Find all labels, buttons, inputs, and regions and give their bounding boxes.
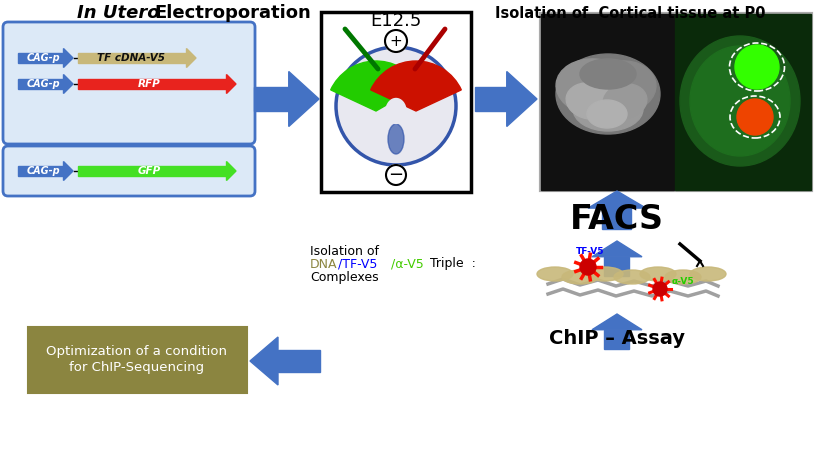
Bar <box>540 13 812 191</box>
Bar <box>602 208 632 229</box>
Polygon shape <box>64 161 73 181</box>
Ellipse shape <box>690 46 790 156</box>
Polygon shape <box>507 71 537 127</box>
Polygon shape <box>592 241 642 257</box>
Bar <box>605 330 630 349</box>
Polygon shape <box>64 48 73 68</box>
Text: −: − <box>388 166 404 184</box>
Polygon shape <box>226 161 236 181</box>
Circle shape <box>386 165 406 185</box>
Ellipse shape <box>665 270 701 284</box>
Ellipse shape <box>588 61 656 113</box>
Text: Isolation of: Isolation of <box>310 244 379 257</box>
Ellipse shape <box>562 270 598 284</box>
Circle shape <box>737 99 773 135</box>
Ellipse shape <box>388 124 404 154</box>
Ellipse shape <box>640 267 676 281</box>
Bar <box>475 87 507 111</box>
Text: DNA: DNA <box>310 257 337 271</box>
Bar <box>78 53 186 63</box>
Ellipse shape <box>336 47 456 165</box>
Ellipse shape <box>386 98 406 123</box>
Text: α-V5: α-V5 <box>672 277 694 286</box>
Bar <box>540 13 812 191</box>
Polygon shape <box>588 191 646 208</box>
Ellipse shape <box>580 59 636 89</box>
Bar <box>541 14 674 190</box>
Bar <box>78 79 226 89</box>
Polygon shape <box>64 75 73 93</box>
Ellipse shape <box>556 54 660 134</box>
Ellipse shape <box>587 100 627 128</box>
Circle shape <box>735 45 779 89</box>
Text: FACS: FACS <box>570 203 664 235</box>
Text: In Utero: In Utero <box>77 4 159 22</box>
FancyBboxPatch shape <box>28 327 247 393</box>
Text: for ChIP-Sequencing: for ChIP-Sequencing <box>69 362 204 375</box>
Text: CAG-p: CAG-p <box>26 166 60 176</box>
Ellipse shape <box>680 36 800 166</box>
Text: Complexes: Complexes <box>310 271 378 283</box>
Polygon shape <box>250 337 278 385</box>
FancyBboxPatch shape <box>321 12 471 192</box>
Text: RFP: RFP <box>138 79 160 89</box>
Bar <box>18 166 64 176</box>
Text: /α-V5: /α-V5 <box>391 257 424 271</box>
Circle shape <box>385 30 407 52</box>
Text: CAG-p: CAG-p <box>26 53 60 63</box>
Bar <box>254 87 288 111</box>
Text: TF-V5: TF-V5 <box>576 247 605 256</box>
Text: Isolation of  Cortical tissue at P0: Isolation of Cortical tissue at P0 <box>495 6 766 21</box>
Text: /TF-V5: /TF-V5 <box>338 257 377 271</box>
Ellipse shape <box>587 267 623 281</box>
Polygon shape <box>592 314 642 330</box>
Text: ChIP – Assay: ChIP – Assay <box>549 330 685 348</box>
Polygon shape <box>186 48 196 68</box>
Ellipse shape <box>573 87 643 131</box>
Ellipse shape <box>537 267 573 281</box>
Bar <box>605 257 630 276</box>
Bar <box>78 166 226 176</box>
FancyBboxPatch shape <box>3 22 255 144</box>
FancyBboxPatch shape <box>3 146 255 196</box>
Text: +: + <box>390 33 403 48</box>
Bar <box>18 79 64 89</box>
Text: E12.5: E12.5 <box>370 12 422 30</box>
Text: TF cDNA-V5: TF cDNA-V5 <box>97 53 165 63</box>
Text: Triple  :: Triple : <box>430 257 475 271</box>
Ellipse shape <box>556 59 632 115</box>
Ellipse shape <box>690 267 726 281</box>
Polygon shape <box>288 71 319 127</box>
Text: Electroporation: Electroporation <box>154 4 311 22</box>
Ellipse shape <box>603 84 647 118</box>
Polygon shape <box>226 75 236 93</box>
Bar <box>278 350 320 372</box>
Text: Optimization of a condition: Optimization of a condition <box>47 345 227 357</box>
Ellipse shape <box>614 270 650 284</box>
Text: GFP: GFP <box>137 166 161 176</box>
Bar <box>18 53 64 63</box>
Bar <box>675 14 811 190</box>
Circle shape <box>580 259 596 275</box>
Wedge shape <box>331 61 419 111</box>
Ellipse shape <box>566 83 614 119</box>
Text: CAG-p: CAG-p <box>26 79 60 89</box>
Wedge shape <box>371 61 462 111</box>
Circle shape <box>653 282 667 296</box>
